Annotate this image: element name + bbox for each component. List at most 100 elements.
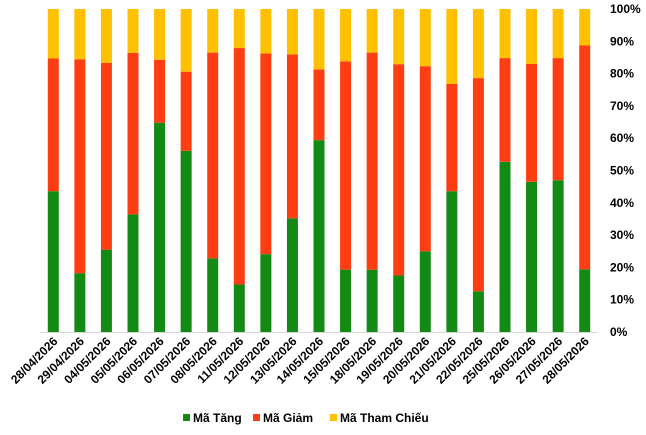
bar-segment-green: [579, 269, 591, 332]
bar-segment-green: [154, 122, 166, 332]
bar-segment-green: [499, 161, 511, 332]
bar-segment-yellow: [499, 9, 511, 59]
legend-item-red: Mã Giảm: [253, 411, 313, 425]
y-tick-label: 100%: [610, 2, 641, 16]
y-tick-label: 80%: [610, 67, 634, 81]
y-tick-label: 10%: [610, 293, 634, 307]
bar-segment-yellow: [366, 9, 378, 53]
bar-segment-red: [552, 58, 564, 181]
bar-segment-yellow: [579, 9, 591, 46]
bar-segment-red: [233, 48, 245, 285]
bar-segment-red: [526, 63, 538, 182]
bar-stack-14-05-2026: [313, 9, 325, 332]
bar-segment-yellow: [552, 9, 564, 59]
bar-stack-26-05-2026: [526, 9, 538, 332]
bar-segment-green: [74, 273, 86, 332]
bar-stack-21-05-2026: [446, 9, 458, 332]
bar-segment-green: [233, 284, 245, 332]
bar-segment-green: [366, 269, 378, 332]
bar-segment-yellow: [154, 9, 166, 60]
bar-segment-green: [340, 269, 352, 332]
y-axis-tick-labels: 0% 10% 20% 30% 40% 50% 60% 70% 80% 90% 100%: [610, 2, 641, 339]
bar-segment-red: [579, 45, 591, 270]
bar-stack-25-05-2026: [499, 9, 511, 332]
bar-segment-red: [100, 62, 112, 250]
bar-segment-yellow: [313, 9, 325, 70]
bar-segment-yellow: [127, 9, 139, 53]
bar-segment-yellow: [260, 9, 272, 54]
bar-stack-15-05-2026: [340, 9, 352, 332]
bar-segment-green: [446, 191, 458, 332]
bar-stack-05-05-2026: [127, 9, 139, 332]
bar-segment-green: [286, 218, 298, 332]
bar-segment-red: [286, 54, 298, 219]
bar-stack-27-05-2026: [552, 9, 564, 332]
bar-segment-green: [419, 251, 431, 332]
bar-segment-red: [260, 53, 272, 255]
bar-segment-yellow: [472, 9, 484, 79]
legend-item-green: Mã Tăng: [183, 411, 242, 425]
bar-segment-green: [180, 150, 192, 332]
legend-label: Mã Tăng: [193, 411, 242, 425]
bars-layer: [47, 9, 591, 332]
bar-segment-green: [313, 140, 325, 332]
bar-segment-green: [472, 291, 484, 332]
bar-stack-18-05-2026: [366, 9, 378, 332]
bar-segment-yellow: [526, 9, 538, 64]
bar-segment-green: [100, 249, 112, 332]
bar-segment-red: [180, 71, 192, 151]
bar-segment-red: [154, 59, 166, 123]
bar-segment-red: [313, 69, 325, 141]
bar-segment-yellow: [47, 9, 59, 59]
bar-segment-red: [47, 58, 59, 192]
bar-segment-green: [260, 254, 272, 332]
bar-segment-red: [419, 66, 431, 252]
bar-stack-22-05-2026: [472, 9, 484, 332]
bar-segment-yellow: [393, 9, 405, 65]
y-tick-label: 60%: [610, 131, 634, 145]
bar-segment-green: [207, 258, 219, 332]
legend-swatch: [183, 414, 190, 421]
y-tick-label: 0%: [610, 325, 628, 339]
bar-segment-red: [207, 52, 219, 259]
bar-stack-06-05-2026: [154, 9, 166, 332]
bar-segment-red: [366, 52, 378, 270]
y-tick-label: 70%: [610, 99, 634, 113]
bar-segment-yellow: [233, 9, 245, 49]
bar-segment-red: [74, 59, 86, 274]
bar-stack-28-05-2026: [579, 9, 591, 332]
bar-segment-yellow: [180, 9, 192, 72]
x-axis-tick-labels: 28/04/202629/04/202604/05/202605/05/2026…: [8, 334, 592, 387]
legend: Mã Tăng Mã Giảm Mã Tham Chiếu: [183, 411, 429, 425]
bar-stack-07-05-2026: [180, 9, 192, 332]
legend-label: Mã Giảm: [263, 411, 313, 425]
bar-segment-green: [552, 180, 564, 332]
bar-stack-12-05-2026: [260, 9, 272, 332]
bar-segment-yellow: [207, 9, 219, 53]
bar-segment-red: [393, 64, 405, 276]
legend-swatch: [330, 414, 337, 421]
bar-segment-red: [340, 61, 352, 270]
bar-segment-red: [127, 52, 139, 215]
bar-stack-13-05-2026: [286, 9, 298, 332]
y-tick-label: 90%: [610, 34, 634, 48]
bar-segment-red: [446, 83, 458, 192]
y-tick-label: 20%: [610, 260, 634, 274]
bar-stack-08-05-2026: [207, 9, 219, 332]
y-tick-label: 30%: [610, 228, 634, 242]
legend-swatch: [253, 414, 260, 421]
bar-segment-red: [499, 58, 511, 162]
bar-segment-yellow: [419, 9, 431, 67]
bar-segment-yellow: [74, 9, 86, 60]
bar-stack-29-04-2026: [74, 9, 86, 332]
y-tick-label: 40%: [610, 196, 634, 210]
bar-segment-green: [393, 275, 405, 332]
bar-segment-yellow: [100, 9, 112, 63]
bar-segment-yellow: [340, 9, 352, 62]
bar-stack-28-04-2026: [47, 9, 59, 332]
bar-segment-green: [526, 181, 538, 332]
bar-segment-green: [127, 214, 139, 332]
bar-stack-11-05-2026: [233, 9, 245, 332]
